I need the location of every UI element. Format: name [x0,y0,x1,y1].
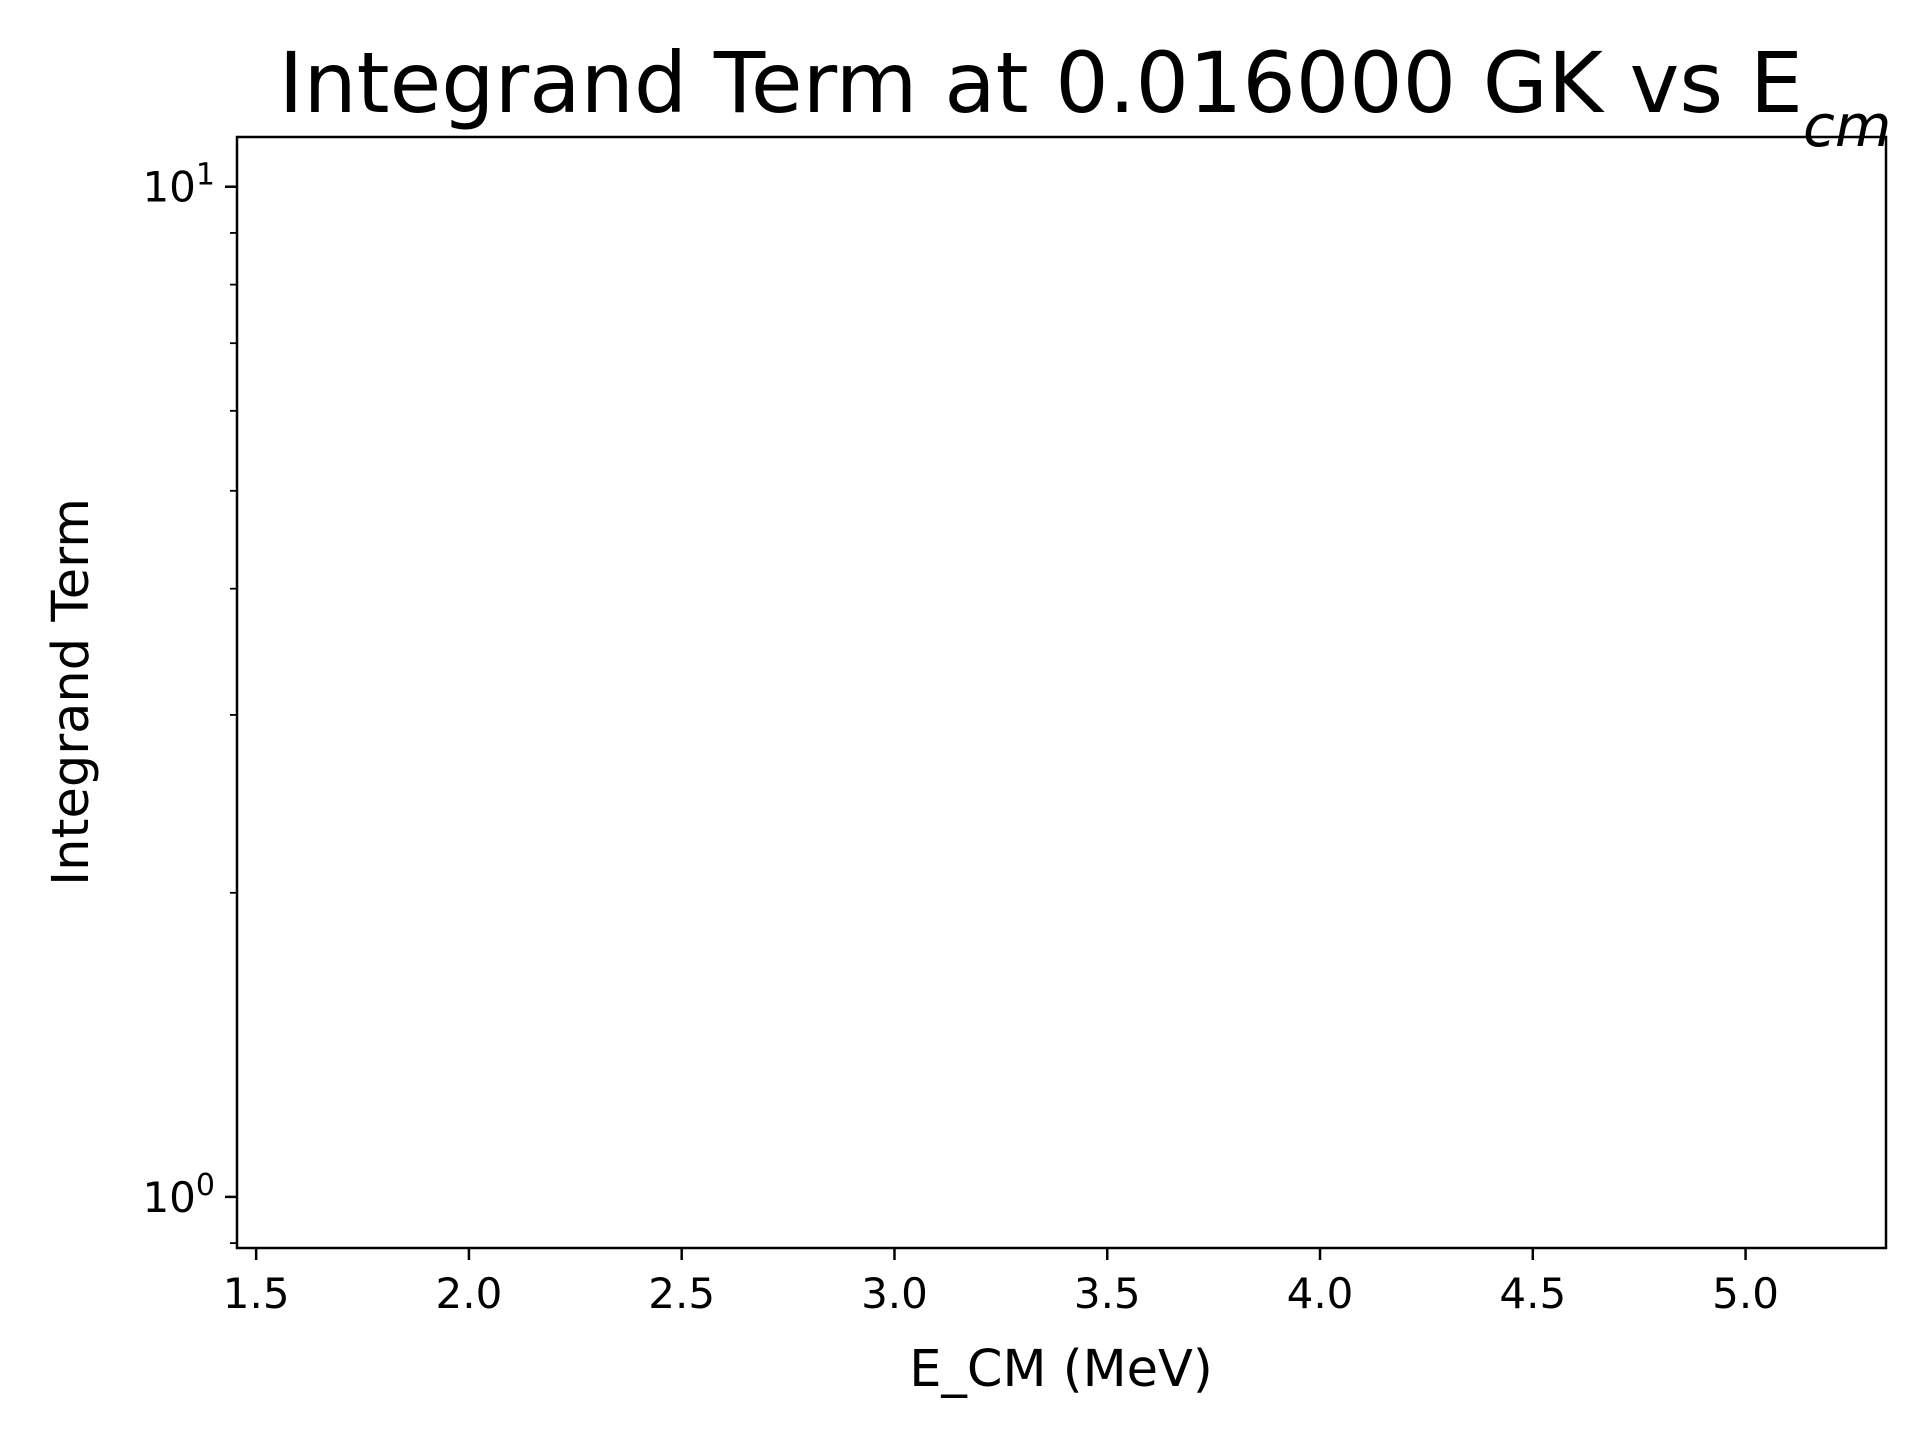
x-tick-label: 3.0 [861,1269,928,1318]
x-tick-label: 2.5 [648,1269,715,1318]
plot-area [235,135,1888,1250]
x-tick-label: 4.0 [1287,1269,1354,1318]
x-tick-label: 4.5 [1499,1269,1566,1318]
x-axis-ticks: 1.5 2.0 2.5 3.0 3.5 4.0 4.5 5.0 [223,1248,1779,1318]
x-tick-label: 2.0 [436,1269,503,1318]
x-tick-label: 1.5 [223,1269,290,1318]
x-tick-label: 3.5 [1074,1269,1141,1318]
y-tick-label: 101 [142,157,215,212]
x-axis-label: E_CM (MeV) [909,1340,1213,1399]
chart-title: Integrand Term at 0.016000 GK vs Ecm [279,34,1892,160]
y-axis-ticks: 100 101 [142,157,237,1244]
y-tick-label: 100 [142,1167,215,1222]
x-tick-label: 5.0 [1712,1269,1779,1318]
y-axis-label: Integrand Term [42,498,101,886]
